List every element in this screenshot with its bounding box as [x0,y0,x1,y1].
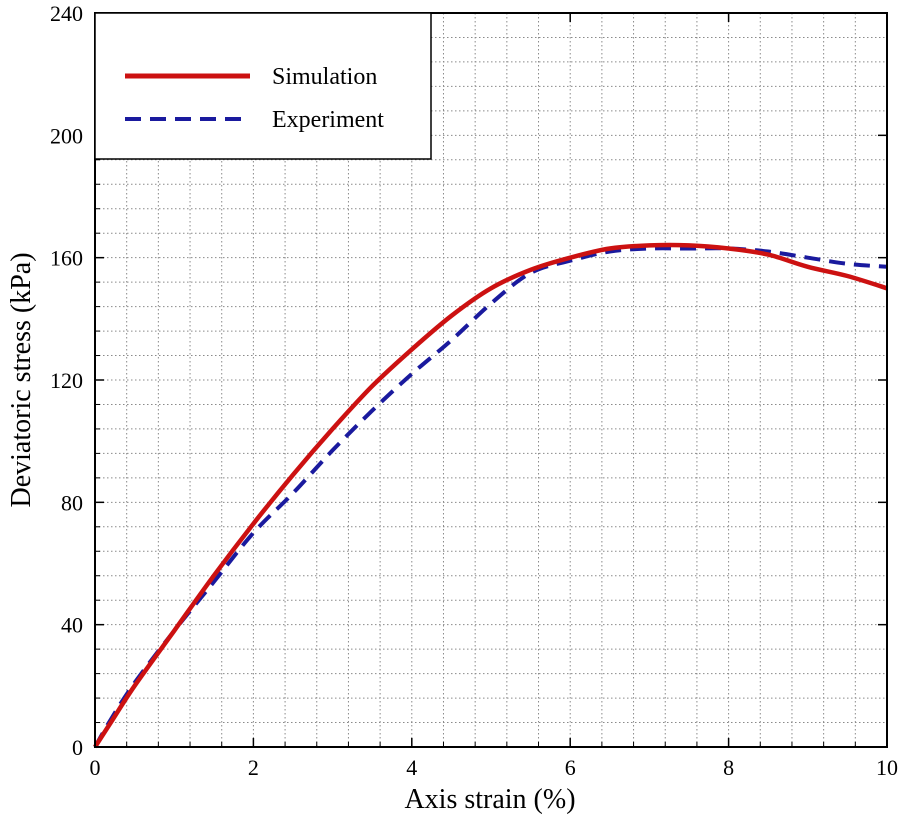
x-tick-label: 6 [565,755,576,780]
grid [95,13,887,747]
y-tick-label: 160 [50,246,83,271]
y-tick-label: 200 [50,123,83,148]
ticks: 0 2 4 6 8 10 0 40 80 120 160 200 240 [50,1,898,780]
x-tick-label: 2 [248,755,259,780]
x-tick-label: 0 [90,755,101,780]
x-tick-label: 8 [723,755,734,780]
legend-label-experiment: Experiment [272,107,384,133]
y-axis-title: Deviatoric stress (kPa) [6,252,37,507]
x-tick-label: 4 [406,755,417,780]
y-tick-label: 0 [72,735,83,760]
series-simulation-line [93,242,888,749]
y-tick-label: 80 [61,490,83,515]
x-axis-title: Axis strain (%) [404,784,575,815]
y-tick-label: 240 [50,1,83,26]
series-group [93,242,888,749]
series-experiment-line [93,246,888,748]
y-tick-label: 40 [61,613,83,638]
y-tick-label: 120 [50,368,83,393]
legend-label-simulation: Simulation [272,64,377,90]
x-tick-label: 10 [876,755,898,780]
legend: Simulation Experiment [94,12,432,160]
legend-box [94,12,432,160]
